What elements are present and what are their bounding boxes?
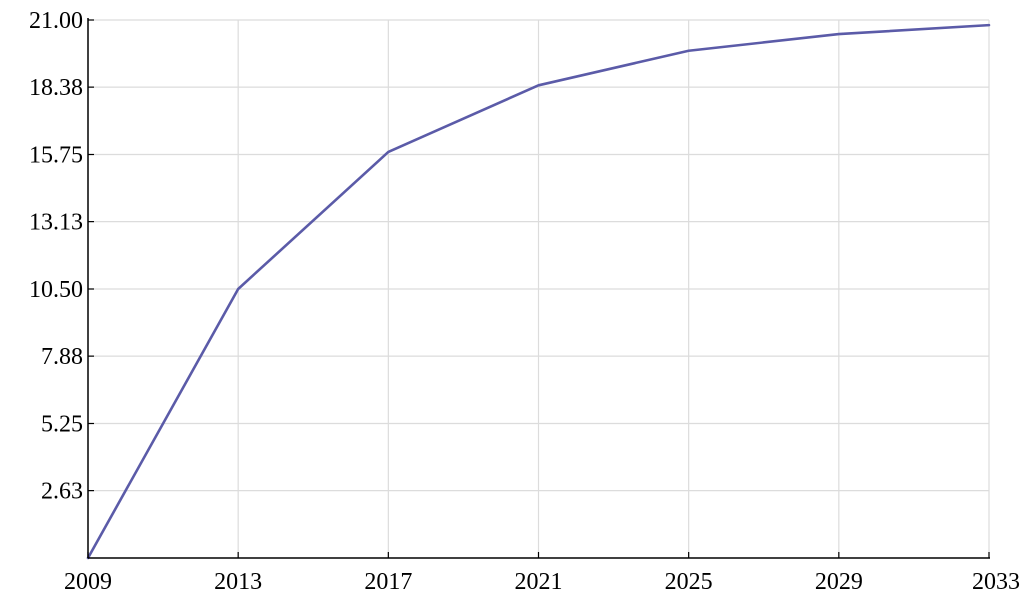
- y-tick-label: 18.38: [29, 75, 83, 101]
- y-tick-label: 10.50: [29, 277, 83, 303]
- x-tick-label: 2017: [364, 569, 412, 595]
- x-tick-label: 2025: [665, 569, 713, 595]
- grid-layer: [88, 19, 990, 558]
- x-tick-label: 2029: [815, 569, 863, 595]
- y-tick-label: 2.63: [41, 479, 83, 505]
- y-tick-label: 5.25: [41, 412, 83, 438]
- x-tick-label: 2009: [64, 569, 112, 595]
- x-tick-label: 2013: [214, 569, 262, 595]
- x-tick-label: 2033: [972, 569, 1020, 595]
- y-tick-label: 15.75: [29, 143, 83, 169]
- x-tick-label: 2021: [515, 569, 563, 595]
- y-tick-label: 7.88: [41, 344, 83, 370]
- series-line: [86, 23, 991, 560]
- series-layer: [86, 23, 991, 560]
- y-tick-label: 21.00: [29, 8, 83, 34]
- tick-label-layer: 2.63 5.25 7.88 10.50 13.13 15.75 18.38 21.00 200…: [29, 8, 1020, 595]
- y-tick-label: 13.13: [29, 210, 83, 236]
- axis-layer: [87, 18, 990, 559]
